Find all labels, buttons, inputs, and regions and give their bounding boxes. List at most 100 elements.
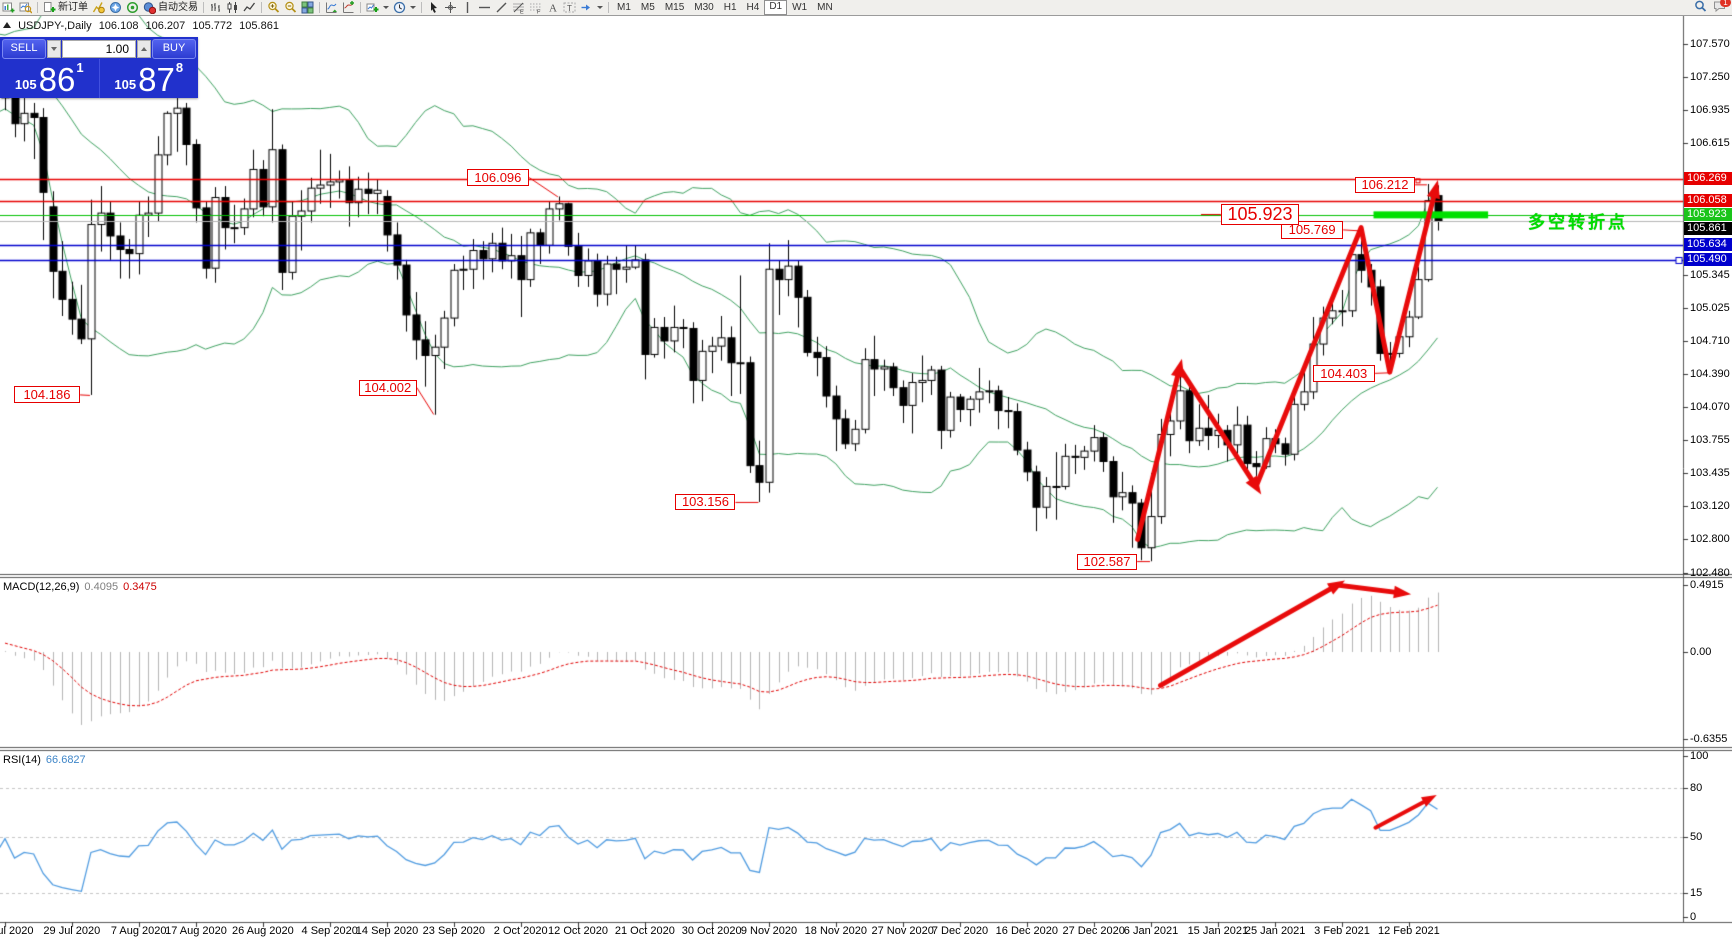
new-chart-button[interactable]	[0, 1, 17, 15]
timeframe-m1[interactable]: M1	[617, 2, 631, 13]
date-axis-label: 27 Dec 2020	[1062, 925, 1125, 937]
terminal-button[interactable]	[124, 1, 141, 15]
search-icon	[1694, 0, 1707, 16]
macd-axis-label: 0.00	[1690, 646, 1712, 658]
toolbar-separator	[203, 2, 204, 13]
timeframe-mn[interactable]: MN	[817, 2, 833, 13]
text-button[interactable]: A	[544, 1, 561, 15]
shapes-button[interactable]	[578, 1, 605, 15]
timeframe-h4[interactable]: H4	[746, 2, 760, 13]
new-order-button[interactable]: 新订单	[41, 1, 90, 15]
zoom-in-button[interactable]	[265, 1, 282, 15]
chevron-down-icon[interactable]	[410, 6, 416, 9]
crosshair-icon	[444, 1, 457, 14]
fibo-icon: E	[512, 1, 525, 14]
indicator-window-icon	[342, 1, 355, 14]
indicators-button[interactable]	[323, 1, 340, 15]
price-callout[interactable]: 102.587	[1077, 553, 1137, 570]
timeframe-d1[interactable]: D1	[764, 0, 788, 15]
svg-text:F: F	[537, 10, 541, 15]
buy-price-big: 87	[138, 61, 175, 98]
date-axis-label: 2 Oct 2020	[493, 925, 548, 937]
line-chart-icon	[243, 1, 256, 14]
buy-button[interactable]: BUY	[152, 39, 196, 59]
date-axis-label: 23 Sep 2020	[422, 925, 486, 937]
add-indicator-button[interactable]	[364, 1, 391, 15]
indicator-window-button[interactable]	[340, 1, 357, 15]
price-callout[interactable]: 104.002	[358, 379, 417, 396]
price-callout[interactable]: 104.403	[1312, 364, 1375, 382]
autotrading-label: 自动交易	[158, 1, 198, 13]
timeframe-m15[interactable]: M15	[664, 2, 685, 13]
vline-button[interactable]	[459, 1, 476, 15]
price-callout[interactable]: 105.923	[1221, 204, 1299, 225]
line-chart-button[interactable]	[241, 1, 258, 15]
tile-windows-button[interactable]	[299, 1, 316, 15]
date-axis-label: 3 Feb 2021	[1314, 925, 1370, 937]
autotrading-button[interactable]: 自动交易	[141, 1, 200, 15]
market-watch-button[interactable]	[90, 1, 107, 15]
buy-price[interactable]: 105 87 8	[98, 59, 199, 98]
price-axis-label: 106.935	[1690, 103, 1730, 116]
main-toolbar: 新订单 自动交易 E F A T M1 M5 M15 M30 H1 H4 D1 W1 MN 1	[0, 0, 1732, 16]
new-order-label: 新订单	[58, 1, 88, 13]
volume-increase-button[interactable]	[137, 40, 151, 58]
ohlc-open: 106.108	[98, 20, 139, 32]
toolbar-separator	[360, 2, 361, 13]
chat-button[interactable]: 1	[1713, 0, 1731, 16]
price-callout[interactable]: 103.156	[675, 494, 736, 511]
ohlc-low: 105.772	[192, 20, 233, 32]
sell-price-sup: 1	[76, 60, 84, 75]
date-axis-label: 7 Dec 2020	[931, 925, 989, 937]
svg-text:E: E	[520, 10, 524, 15]
trendline-button[interactable]	[493, 1, 510, 15]
fibo-expansion-button[interactable]: F	[527, 1, 544, 15]
volume-decrease-button[interactable]	[47, 40, 61, 58]
search-button[interactable]	[1694, 0, 1707, 16]
candlestick-button[interactable]	[224, 1, 241, 15]
bar-chart-button[interactable]	[207, 1, 224, 15]
quote-panel: SELL 1.00 BUY 105 86 1 105 87 8	[0, 37, 198, 98]
date-axis-label: 14 Sep 2020	[355, 925, 419, 937]
volume-input[interactable]: 1.00	[62, 40, 136, 58]
date-axis-label: 21 Oct 2020	[614, 925, 675, 937]
label-button[interactable]: T	[561, 1, 578, 15]
sell-price-big: 86	[38, 61, 76, 98]
crosshair-button[interactable]	[442, 1, 459, 15]
price-callout[interactable]: 106.212	[1354, 176, 1415, 193]
chevron-down-icon[interactable]	[597, 6, 603, 9]
price-axis-label: 103.120	[1690, 500, 1730, 513]
price-axis-label: 107.570	[1690, 37, 1730, 50]
rsi-value: 66.6827	[45, 754, 86, 766]
price-axis-label: 102.800	[1690, 533, 1730, 546]
price-callout[interactable]: 104.186	[13, 386, 80, 404]
chart-symbol-period: USDJPY-,Daily	[18, 20, 92, 32]
hline-button[interactable]	[476, 1, 493, 15]
fibo-button[interactable]: E	[510, 1, 527, 15]
chart-profile-button[interactable]	[17, 1, 34, 15]
toolbar-separator	[261, 2, 262, 13]
chart-profile-icon	[19, 1, 32, 14]
chevron-down-icon[interactable]	[383, 6, 389, 9]
price-axis-label: 107.250	[1690, 70, 1730, 83]
buy-price-prefix: 105	[114, 77, 137, 92]
sell-price[interactable]: 105 86 1	[0, 59, 99, 98]
clock-button[interactable]	[391, 1, 418, 15]
price-callout[interactable]: 105.769	[1281, 220, 1344, 239]
turning-point-annotation[interactable]: 多空转折点	[1528, 213, 1628, 232]
navigator-icon	[109, 1, 122, 14]
timeframe-m30[interactable]: M30	[694, 2, 714, 13]
timeframe-w1[interactable]: W1	[792, 2, 808, 13]
sell-button[interactable]: SELL	[2, 39, 46, 59]
timeframe-m5[interactable]: M5	[640, 2, 655, 13]
rsi-name: RSI(14)	[3, 754, 41, 766]
cursor-button[interactable]	[425, 1, 442, 15]
navigator-button[interactable]	[107, 1, 124, 15]
price-callout[interactable]: 106.096	[466, 168, 529, 186]
price-axis-badge: 106.058	[1684, 193, 1732, 207]
timeframe-h1[interactable]: H1	[723, 2, 737, 13]
price-axis-badge: 105.634	[1684, 237, 1732, 251]
zoom-out-button[interactable]	[282, 1, 299, 15]
price-axis-label: 106.615	[1690, 136, 1730, 149]
